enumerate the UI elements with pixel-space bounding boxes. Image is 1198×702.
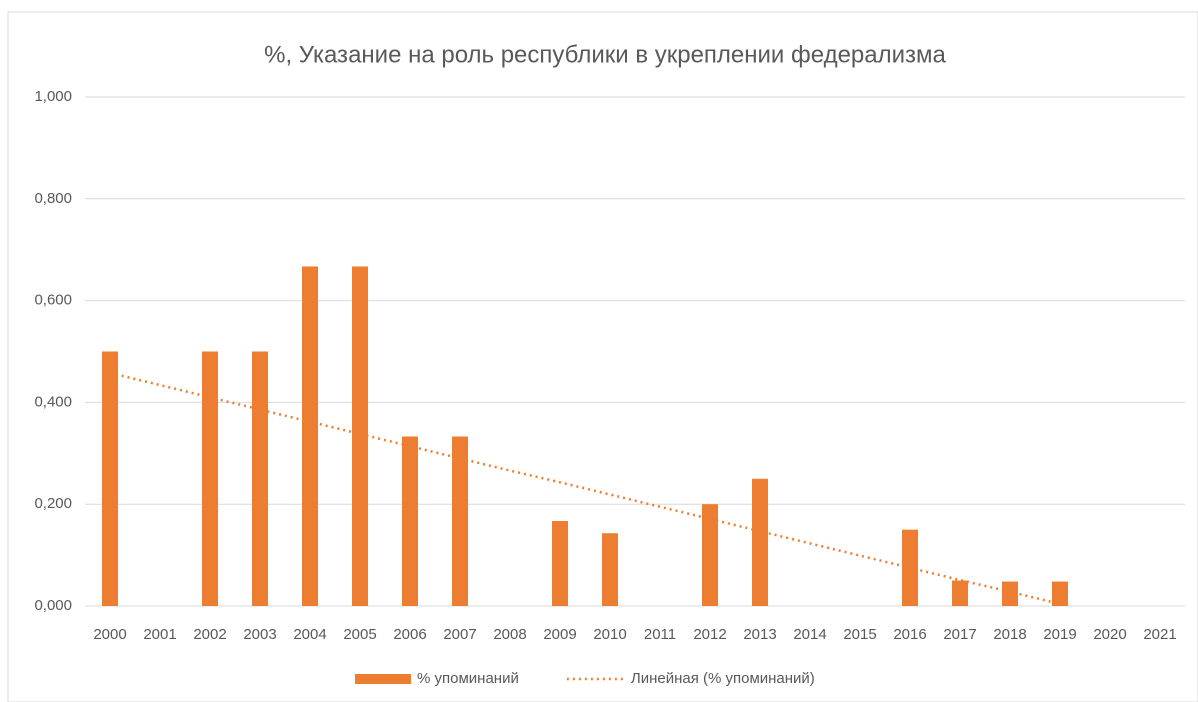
bar <box>252 351 268 606</box>
x-tick-label: 2013 <box>743 626 776 643</box>
x-tick-label: 2011 <box>644 626 676 643</box>
x-tick-label: 2009 <box>543 626 576 643</box>
x-tick-label: 2000 <box>93 626 126 643</box>
legend-swatch <box>355 674 411 684</box>
x-tick-label: 2019 <box>1043 626 1076 643</box>
bar <box>102 351 118 606</box>
bar <box>202 351 218 606</box>
y-tick-label: 0,600 <box>34 292 72 309</box>
y-tick-label: 0,400 <box>34 393 72 410</box>
x-tick-label: 2005 <box>343 626 376 643</box>
bar <box>602 533 618 606</box>
y-tick-label: 0,800 <box>34 190 72 207</box>
bar <box>1002 581 1018 606</box>
bar <box>402 436 418 606</box>
bar <box>302 266 318 606</box>
x-tick-label: 2002 <box>193 626 226 643</box>
y-tick-label: 1,000 <box>34 88 72 105</box>
x-tick-label: 2015 <box>843 626 876 643</box>
x-tick-label: 2006 <box>393 626 426 643</box>
bar <box>752 478 768 606</box>
x-tick-label: 2012 <box>693 626 726 643</box>
trend-line <box>109 371 1061 606</box>
y-tick-label: 0,000 <box>34 597 72 614</box>
x-tick-label: 2016 <box>893 626 926 643</box>
x-tick-label: 2001 <box>143 626 176 643</box>
x-tick-label: 2014 <box>793 626 826 643</box>
bar <box>952 580 968 606</box>
x-tick-label: 2020 <box>1093 626 1126 643</box>
x-tick-label: 2018 <box>993 626 1026 643</box>
x-tick-label: 2004 <box>293 626 326 643</box>
chart-title: %, Указание на роль республики в укрепле… <box>264 41 946 68</box>
bar <box>1052 581 1068 606</box>
y-tick-label: 0,200 <box>34 495 72 512</box>
x-tick-label: 2008 <box>493 626 526 643</box>
x-tick-label: 2017 <box>943 626 976 643</box>
bar <box>702 504 718 606</box>
bar <box>352 266 368 606</box>
x-tick-label: 2021 <box>1143 626 1176 643</box>
bar <box>552 520 568 606</box>
bar <box>452 436 468 606</box>
x-tick-label: 2007 <box>443 626 476 643</box>
x-tick-label: 2010 <box>593 626 626 643</box>
x-tick-label: 2003 <box>243 626 276 643</box>
legend-label: Линейная (% упоминаний) <box>631 670 815 687</box>
legend-label: % упоминаний <box>417 670 519 687</box>
